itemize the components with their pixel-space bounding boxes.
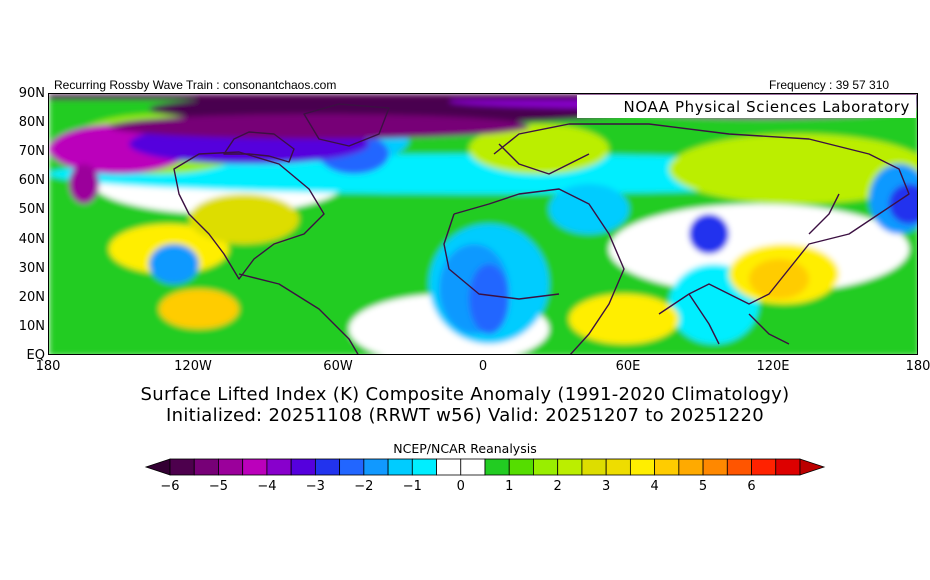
anomaly-region: [49, 94, 917, 100]
colorbar-swatch: [314, 458, 341, 476]
coastline: [303, 103, 390, 147]
coastline: [453, 188, 625, 354]
lat-label: 70N: [18, 144, 45, 160]
coastline: [748, 313, 790, 345]
coastline: [223, 131, 295, 163]
colorbar-swatch: [726, 458, 752, 476]
colorbar-swatch: [290, 458, 316, 476]
colorbar-swatch: [751, 458, 777, 476]
anomaly-region: [109, 114, 529, 139]
colorbar-swatch: [460, 458, 486, 476]
colorbar-swatch: [436, 458, 462, 476]
colorbar-swatch: [775, 458, 801, 476]
colorbar-tick-label: 1: [505, 479, 514, 494]
colorbar-swatch: [169, 458, 195, 476]
colorbar-swatch: [605, 458, 631, 476]
lat-label: EQ: [26, 347, 45, 363]
coastline: [238, 273, 359, 354]
colorbar-tick-label: −3: [305, 479, 325, 494]
colorbar-swatch: [678, 458, 704, 476]
lon-label: 120E: [756, 359, 790, 374]
lat-label: 50N: [18, 202, 45, 218]
colorbar-swatch: [484, 458, 510, 476]
lat-label: 20N: [18, 289, 45, 305]
lon-label: 0: [478, 359, 488, 374]
lat-label: 80N: [18, 115, 45, 131]
anomaly-region: [549, 184, 629, 234]
colorbar-tick-label: 0: [456, 479, 465, 494]
colorbar-swatch: [533, 458, 559, 476]
coastline: [688, 293, 720, 345]
colorbar-under-arrow: [144, 458, 171, 476]
anomaly-region: [889, 184, 917, 224]
anomaly-region: [149, 244, 199, 284]
anomaly-region: [469, 264, 509, 334]
coastline: [498, 143, 590, 175]
lon-label: 60E: [615, 359, 641, 374]
anomaly-region: [749, 259, 809, 299]
colorbar-over-arrow: [799, 458, 826, 476]
anomaly-region: [569, 294, 679, 344]
colorbar-tick-label: 6: [747, 479, 756, 494]
lat-label: 90N: [18, 86, 45, 101]
colorbar-tick-label: 5: [698, 479, 708, 494]
lat-label: 40N: [18, 231, 45, 247]
colorbar-tick-label: −6: [160, 479, 180, 494]
colorbar-swatch: [557, 458, 583, 476]
colorbar-swatch: [411, 458, 437, 476]
colorbar-swatch: [387, 458, 413, 476]
coastline: [493, 123, 910, 315]
colorbar-swatch: [242, 458, 268, 476]
lon-label: 180: [905, 359, 930, 374]
colorbar-swatch: [654, 458, 680, 476]
coastline: [173, 151, 325, 280]
anomaly-region: [159, 289, 239, 329]
anomaly-region: [69, 164, 99, 204]
coastline: [808, 193, 840, 235]
title-line-1: Surface Lifted Index (K) Composite Anoma…: [140, 384, 790, 405]
lon-label: 60W: [323, 359, 353, 374]
anomaly-region: [189, 194, 299, 244]
colorbar-tick-label: −1: [402, 479, 422, 494]
colorbar-swatch: [339, 458, 365, 476]
lat-label: 10N: [18, 318, 45, 334]
colorbar-swatch: [629, 458, 656, 476]
anomaly-map: [48, 93, 918, 355]
colorbar-swatch: [218, 458, 244, 476]
credit-text: Recurring Rossby Wave Train : consonantc…: [54, 78, 337, 92]
colorbar: [144, 458, 826, 476]
colorbar-tick-label: −2: [354, 479, 374, 494]
anomaly-region: [669, 134, 917, 204]
lat-label: 60N: [18, 173, 45, 189]
colorbar-swatch: [363, 458, 389, 476]
colorbar-label: NCEP/NCAR Reanalysis: [393, 441, 537, 456]
lab-label: NOAA Physical Sciences Laboratory: [577, 95, 916, 118]
lat-label: 30N: [18, 260, 45, 276]
colorbar-swatch: [193, 458, 219, 476]
colorbar-tick-label: 4: [650, 479, 659, 494]
colorbar-tick-label: −4: [257, 479, 277, 494]
title-line-2: Initialized: 20251108 (RRWT w56) Valid: …: [166, 405, 764, 426]
colorbar-tick-label: −5: [208, 479, 229, 494]
colorbar-swatch: [508, 458, 534, 476]
colorbar-swatch: [266, 458, 292, 476]
frequency-text: Frequency : 39 57 310: [769, 78, 890, 92]
lon-label: 180: [35, 359, 61, 374]
colorbar-swatch: [702, 458, 728, 476]
colorbar-swatch: [581, 458, 607, 476]
colorbar-tick-label: 3: [602, 479, 611, 494]
colorbar-tick-label: 2: [553, 479, 562, 494]
coastline: [443, 213, 560, 300]
lon-label: 120W: [174, 359, 212, 374]
anomaly-region: [689, 214, 729, 254]
